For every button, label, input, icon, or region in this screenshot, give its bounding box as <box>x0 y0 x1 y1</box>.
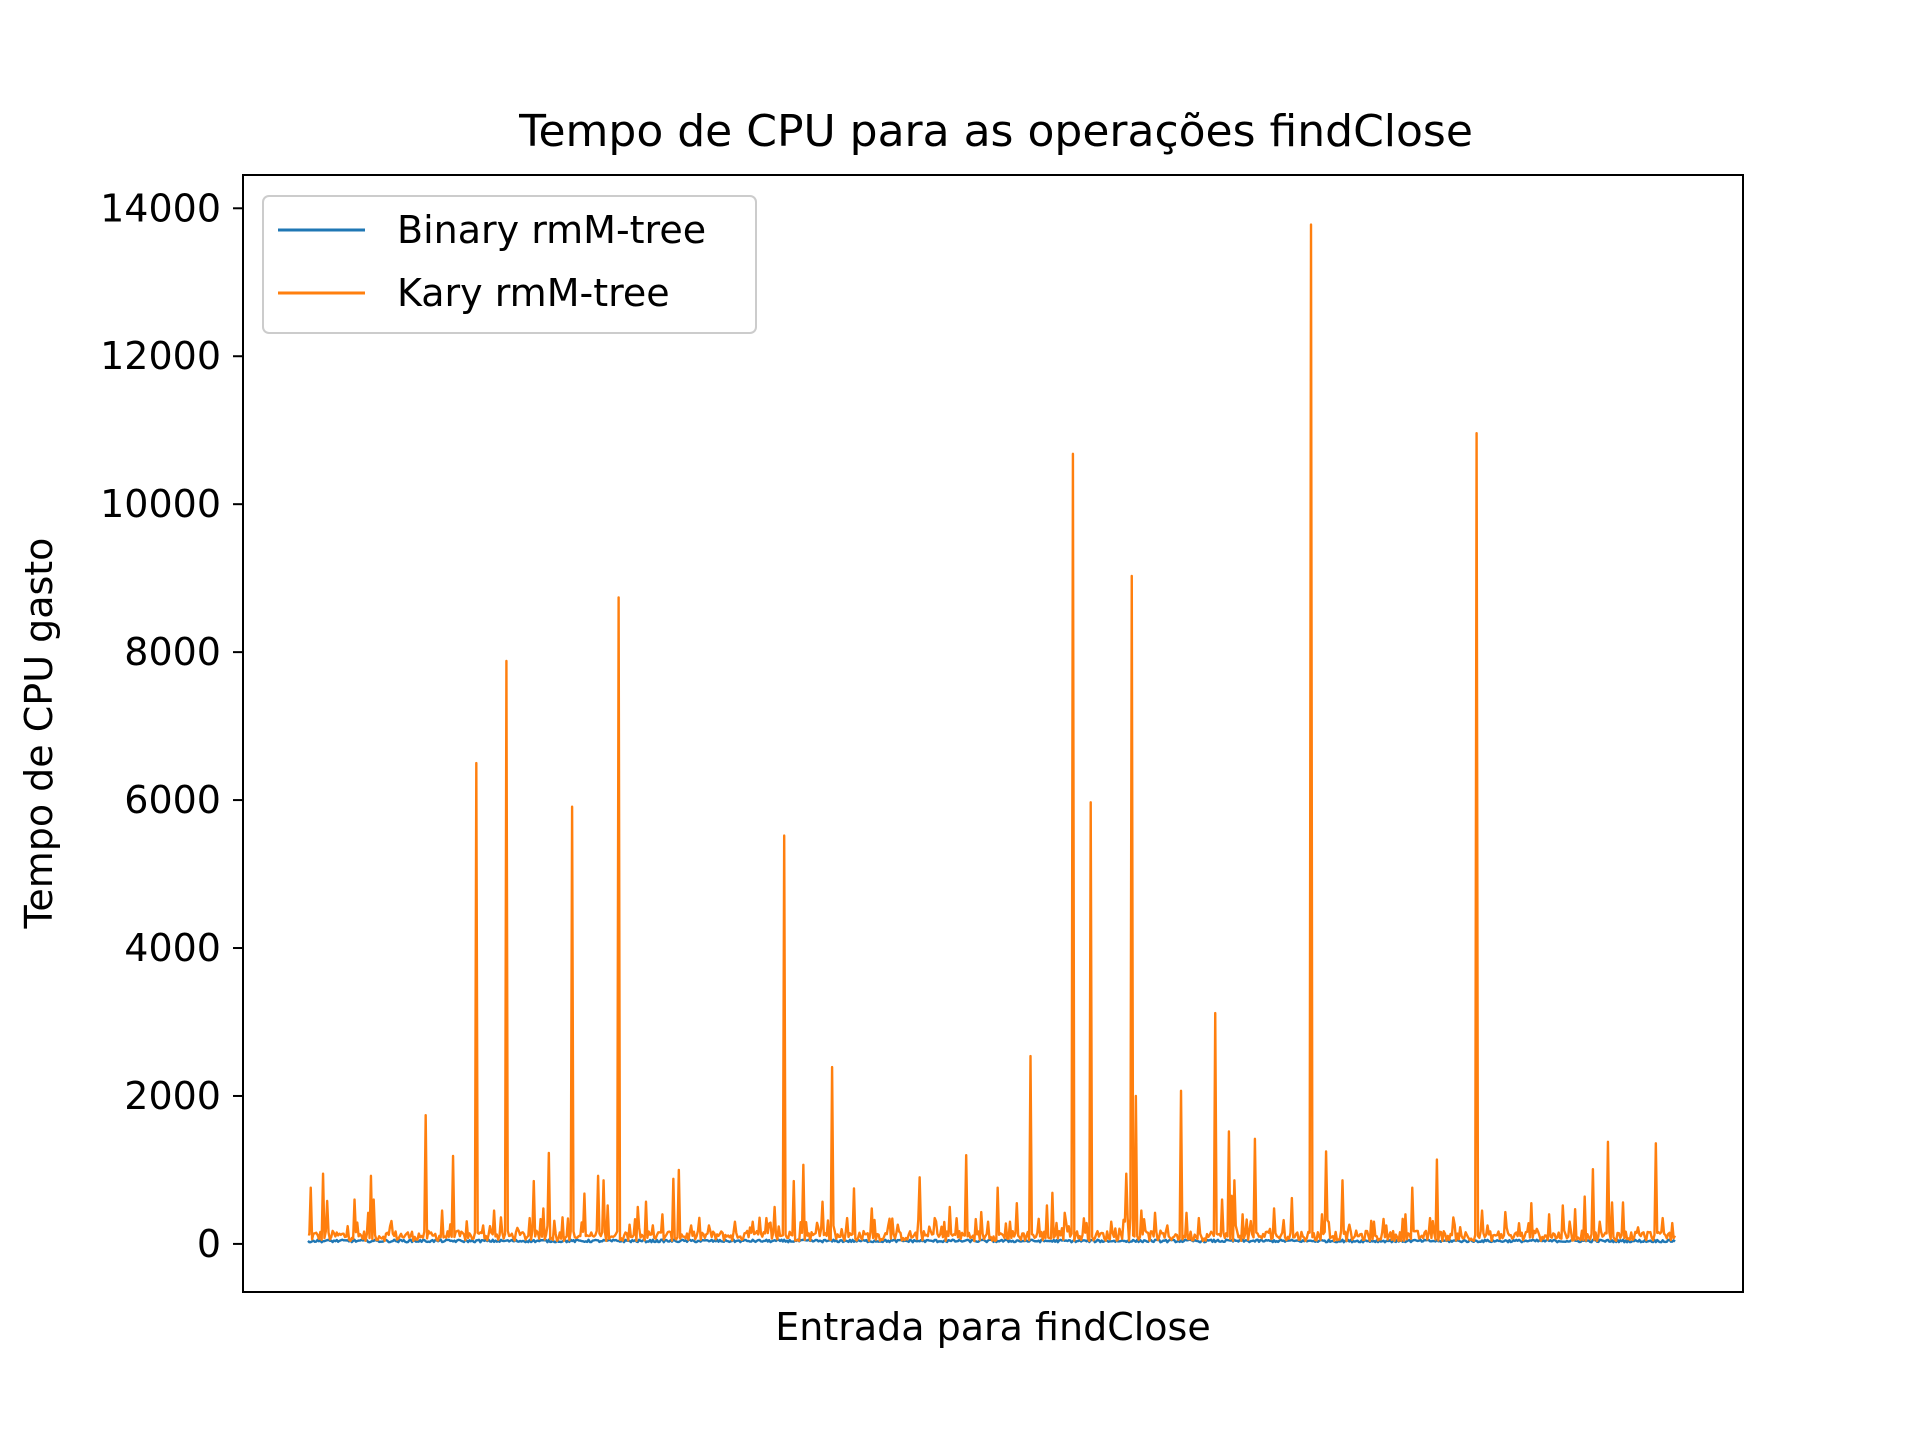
legend-box <box>262 195 757 334</box>
y-tick-label: 0 <box>197 1222 221 1266</box>
y-axis: 0 2000 4000 6000 8000 10000 12000 14000 <box>100 186 243 1266</box>
y-tick-label: 2000 <box>124 1074 221 1118</box>
y-tick-label: 4000 <box>124 926 221 970</box>
y-tick-label: 8000 <box>124 630 221 674</box>
legend: Binary rmM-tree Kary rmM-tree <box>262 195 757 334</box>
y-axis-label: Tempo de CPU gasto <box>17 538 61 930</box>
y-tick-label: 6000 <box>124 778 221 822</box>
x-axis-label: Entrada para findClose <box>775 1305 1210 1349</box>
legend-label-binary: Binary rmM-tree <box>397 208 706 252</box>
chart-title: Tempo de CPU para as operações findClose <box>518 106 1473 157</box>
plot-frame <box>242 174 1744 1293</box>
plot-area <box>307 223 1677 1244</box>
y-tick-label: 14000 <box>100 186 221 230</box>
legend-label-kary: Kary rmM-tree <box>397 271 670 315</box>
series-line-kary <box>307 223 1677 1243</box>
y-tick-label: 10000 <box>100 482 221 526</box>
y-tick-label: 12000 <box>100 334 221 378</box>
